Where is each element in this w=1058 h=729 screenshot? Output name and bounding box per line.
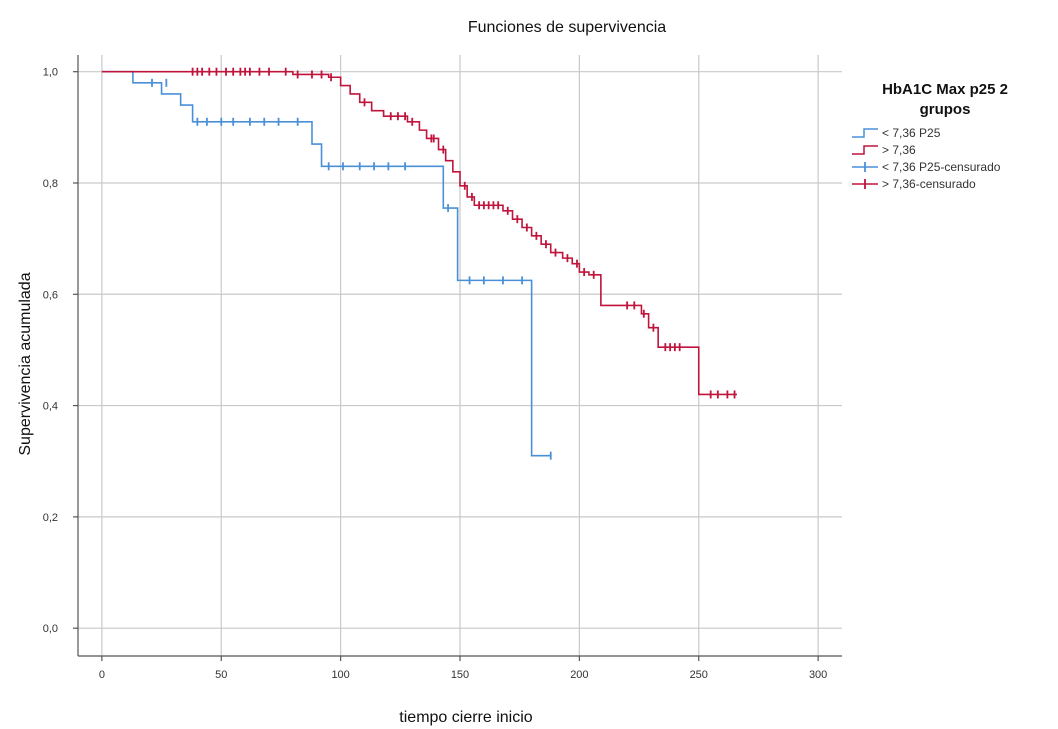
legend-label-0: < 7,36 P25: [882, 126, 941, 140]
legend-label-3: > 7,36-censurado: [882, 177, 976, 191]
x-tick-label-0: 0: [99, 669, 105, 681]
y-tick-label-4: 0,8: [43, 178, 58, 190]
y-tick-label-5: 1,0: [43, 67, 58, 79]
chart-title: Funciones de supervivencia: [468, 19, 666, 36]
legend: HbA1C Max p25 2 grupos < 7,36 P25> 7,36<…: [852, 81, 1008, 191]
series-0-step-line: [101, 70, 551, 457]
x-tick-label-4: 200: [570, 669, 588, 681]
x-tick-label-6: 300: [809, 669, 827, 681]
y-axis-title: Supervivencia acumulada: [17, 272, 34, 455]
y-tick-label-1: 0,2: [43, 512, 58, 524]
series-0: [101, 70, 552, 460]
legend-item-0: < 7,36 P25: [852, 126, 941, 140]
legend-item-3: > 7,36-censurado: [852, 177, 976, 191]
x-tick-label-3: 150: [451, 669, 469, 681]
series-layer: [101, 67, 737, 460]
series-1-step-line: [101, 70, 737, 396]
legend-swatch-0: [852, 128, 878, 138]
legend-item-1: > 7,36: [852, 143, 916, 157]
x-tick-label-5: 250: [690, 669, 708, 681]
x-axis-title: tiempo cierre inicio: [399, 709, 532, 726]
legend-label-1: > 7,36: [882, 143, 916, 157]
legend-label-2: < 7,36 P25-censurado: [882, 160, 1001, 174]
x-tick-label-1: 50: [215, 669, 227, 681]
legend-swatch-1: [852, 145, 878, 155]
axis-layer: 0 50 100 150 200 250 300 0,0 0,2 0,4 0,6 0,8 1,0: [43, 55, 842, 681]
y-tick-label-0: 0,0: [43, 623, 58, 635]
legend-title-line-2: grupos: [920, 101, 971, 118]
legend-item-2: < 7,36 P25-censurado: [852, 160, 1001, 174]
x-tick-label-2: 100: [331, 669, 349, 681]
legend-items: < 7,36 P25 > 7,36 < 7,36 P25-censurado > 7,…: [852, 126, 1001, 191]
y-tick-label-2: 0,4: [43, 401, 58, 413]
legend-title-line-1: HbA1C Max p25 2: [882, 81, 1008, 98]
y-tick-label-3: 0,6: [43, 289, 58, 301]
series-1: [101, 67, 737, 399]
